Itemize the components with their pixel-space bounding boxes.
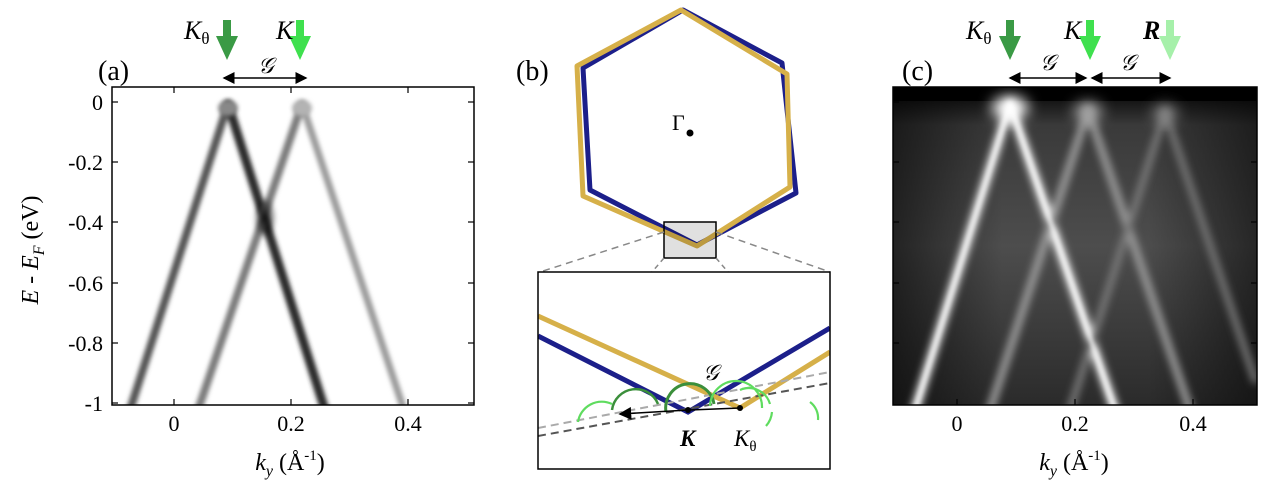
plot-a-xaxis [173, 87, 409, 405]
plot-a-xlabel: ky (Å-1) [255, 448, 325, 480]
zoom-guide-right [715, 231, 831, 273]
inset-frame [537, 271, 831, 470]
panel-c-arpes: (c) Kθ K R 𝒢 𝒢 [892, 16, 1258, 480]
plot-a-xtick-labels: 0 0.2 0.4 [169, 411, 422, 436]
ytick-label: -0.6 [68, 271, 103, 296]
plot-c-xlabel: ky (Å-1) [1039, 448, 1109, 480]
k-arrow-a [289, 20, 311, 60]
ytick-label: 0 [92, 90, 103, 115]
k-theta-arrow-c [999, 20, 1021, 60]
inset-k-theta-label: Kθ [733, 426, 757, 455]
zoom-guide-left [539, 231, 665, 273]
inset-content [538, 313, 830, 437]
zoom-box [663, 221, 717, 259]
xtick-label: 0.2 [1061, 411, 1089, 436]
plot-a-bands [127, 99, 407, 405]
zoom-guide-mid-right [715, 257, 729, 273]
xtick-label: 0 [169, 411, 180, 436]
ytick-label: -0.8 [68, 331, 103, 356]
r-arrow-c [1159, 20, 1181, 60]
xtick-label: 0.2 [277, 411, 305, 436]
ytick-label: -0.4 [68, 210, 103, 235]
zoom-guide-mid-left [651, 257, 665, 273]
gamma-point [686, 129, 694, 137]
plot-a-yaxis [112, 101, 474, 404]
ytick-label: -1 [85, 391, 103, 416]
inset-g-label: 𝒢 [703, 360, 722, 385]
panel-c-label: (c) [902, 56, 933, 87]
g-label-c2: 𝒢 [1120, 50, 1139, 75]
plot-c-xtick-labels: 0 0.2 0.4 [952, 411, 1207, 436]
panel-b-label: (b) [516, 56, 549, 87]
plot-a-ytick-labels: 0 -0.2 -0.4 -0.6 -0.8 -1 [68, 90, 103, 416]
inset-frame-bg [538, 272, 830, 469]
xtick-label: 0.4 [1179, 411, 1207, 436]
k-arrow-c [1079, 20, 1101, 60]
plot-c-axes [893, 101, 1257, 405]
k-label-c: K [1063, 16, 1083, 45]
panel-a-arpes: (a) Kθ K 𝒢 [18, 16, 475, 480]
k-theta-label-c: Kθ [965, 16, 992, 48]
k-theta-arrow-a [216, 20, 238, 60]
gamma-label: Γ [672, 110, 685, 135]
k-theta-point [737, 405, 743, 411]
r-label-c: R [1142, 16, 1160, 45]
xtick-label: 0.4 [394, 411, 422, 436]
k-label-a: K [275, 16, 295, 45]
g-label-a: 𝒢 [258, 53, 277, 78]
panel-b-brillouin-zone: (b) Γ [516, 7, 831, 470]
plot-a-ylabel: E - EF (eV) [18, 195, 48, 305]
hexagon-gold [574, 7, 793, 249]
band-crossing-glow [253, 196, 277, 240]
xtick-label: 0 [952, 411, 963, 436]
g-label-c1: 𝒢 [1040, 50, 1059, 75]
inset-k-label: K [679, 426, 697, 451]
panel-a-label: (a) [98, 56, 129, 87]
ytick-label: -0.2 [68, 150, 103, 175]
k-theta-label-a: Kθ [183, 16, 210, 48]
k-point [685, 407, 691, 413]
plot-a-frame [111, 86, 475, 406]
plot-c-bands [893, 87, 1257, 405]
